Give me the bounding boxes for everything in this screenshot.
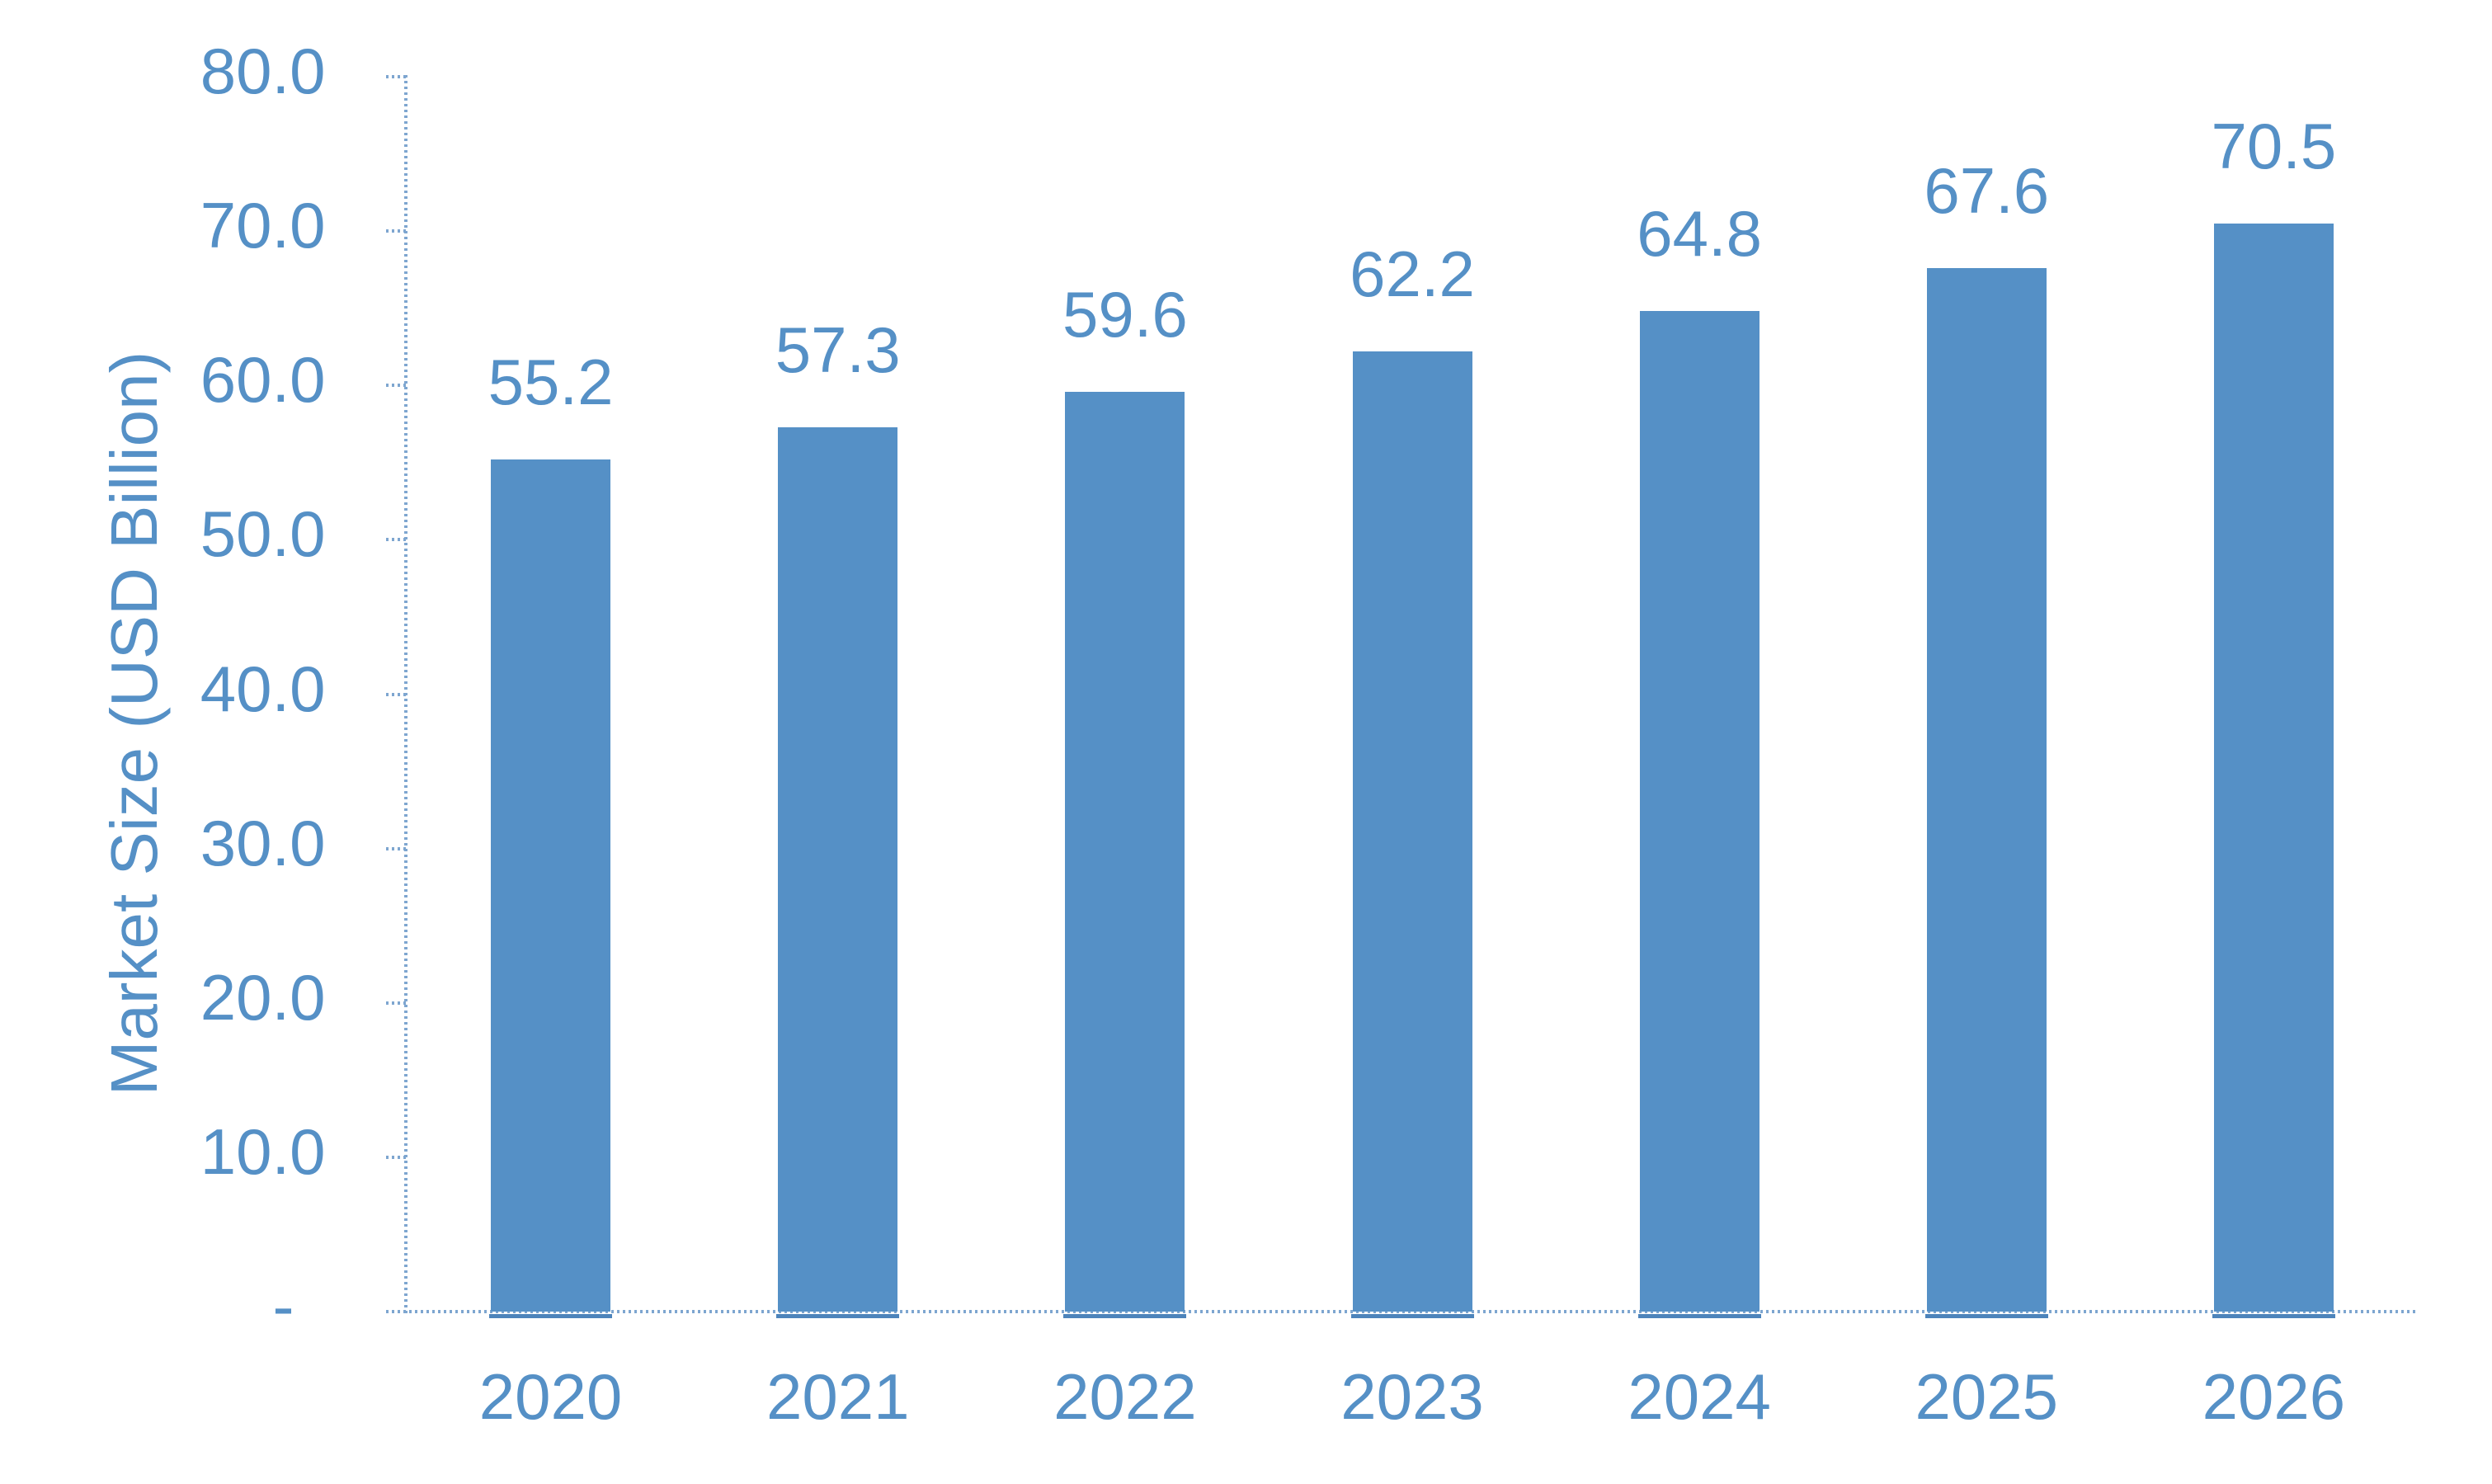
bar-value-label: 64.8 [1637,197,1763,271]
y-axis-tick-label: 80.0 [200,35,326,107]
bar-base-line [1063,1314,1187,1318]
x-axis-label: 2026 [2202,1360,2346,1433]
bar-base-line [2212,1314,2335,1318]
plot-area: -10.0 20.0 30.0 40.0 50.0 60.0 70.0 80.0 55.2 57… [200,39,2418,1429]
x-axis-label: 2020 [478,1360,623,1433]
bar-2026 [2213,223,2334,1312]
y-axis-tick-label: 20.0 [200,960,326,1034]
y-axis-tick-label: 40.0 [200,652,326,725]
y-axis-tick [385,692,407,696]
y-axis-tick-label: - [272,1270,294,1342]
bar-2021 [778,426,898,1312]
bar-base-line [489,1314,613,1318]
y-axis-tick [385,229,407,233]
bar-value-label: 55.2 [488,346,614,419]
y-axis-tick [385,75,407,78]
bar-2020 [491,459,611,1312]
bar-value-label: 70.5 [2211,109,2337,182]
bar-value-label: 67.6 [1924,154,2050,228]
y-axis-tick-label: 50.0 [200,497,326,571]
y-axis-tick-label: 10.0 [200,1114,326,1188]
y-axis-tick [385,1001,407,1005]
bar-value-label: 57.3 [775,313,901,386]
x-axis-label: 2022 [1053,1360,1197,1433]
bar-value-label: 59.6 [1062,277,1188,351]
y-axis-tick-label: 60.0 [200,343,326,417]
bar-base-line [1350,1314,1474,1318]
bar-value-label: 62.2 [1350,238,1475,311]
bar-2022 [1065,391,1185,1312]
y-axis-tick-label: 70.0 [200,189,326,262]
x-axis-label: 2025 [1915,1360,2059,1433]
y-axis-tick [385,384,407,388]
x-axis-line [385,1310,2418,1313]
bar-2023 [1352,351,1472,1312]
bar-base-line [1924,1314,2048,1318]
bar-2024 [1639,311,1759,1312]
x-axis-label: 2024 [1628,1360,1771,1433]
x-axis-label: 2023 [1340,1360,1484,1433]
bar-base-line [776,1314,900,1318]
y-axis-tick [385,1155,407,1159]
bar-base-line [1637,1314,1761,1318]
y-axis-tick-label: 30.0 [200,806,326,879]
y-axis-tick [385,538,407,542]
bar-2025 [1926,268,2047,1312]
y-axis-tick [385,846,407,850]
x-axis-label: 2021 [766,1360,910,1433]
